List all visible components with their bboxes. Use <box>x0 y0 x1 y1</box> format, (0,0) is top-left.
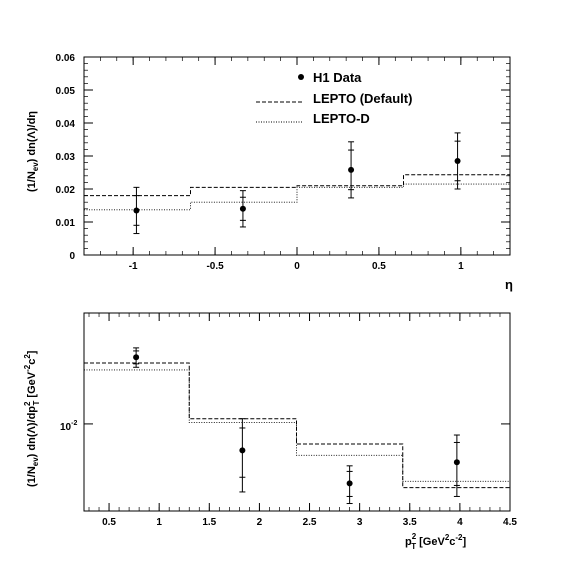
x-axis-label: p2 T [GeV2c-2] <box>405 532 467 551</box>
x-tick-label: 4 <box>457 517 463 528</box>
legend: H1 Data LEPTO (Default) LEPTO-D <box>256 70 412 126</box>
y-axis-label: (1/Nev) dn(Λ)/dη <box>26 111 40 192</box>
legend-marker-h1-data <box>298 74 304 80</box>
legend-label-lepto-default: LEPTO (Default) <box>313 91 412 106</box>
lepto-default-histogram <box>84 174 510 197</box>
axis-ticks <box>83 56 511 256</box>
axis-ticks <box>84 313 511 511</box>
tick-labels: 0.5 1 1.5 2 2.5 3 3.5 4 4.5 <box>102 517 517 528</box>
pt2-distribution-panel: 0.5 1 1.5 2 2.5 3 3.5 4 4.5 10-2 p2 T [GeV2c-2] (… <box>23 312 517 551</box>
y-tick-label: 0.02 <box>56 185 76 196</box>
x-tick-label: 1 <box>156 517 162 528</box>
x-tick-label: -0.5 <box>206 261 224 272</box>
h1-data-points <box>133 132 461 235</box>
x-tick-label: -1 <box>129 261 138 272</box>
legend-label-h1-data: H1 Data <box>313 70 362 85</box>
x-tick-label: 1.5 <box>202 517 216 528</box>
y-tick-label: 0.01 <box>56 218 76 229</box>
data-point <box>239 447 246 454</box>
plot-frame <box>83 312 511 512</box>
h1-data-points <box>133 347 460 505</box>
data-point <box>346 480 353 487</box>
plot-frame <box>83 56 511 256</box>
data-point <box>454 157 461 164</box>
x-tick-label: 0.5 <box>372 261 386 272</box>
lepto-d-histogram <box>84 369 510 482</box>
x-tick-label: 1 <box>458 261 464 272</box>
data-point <box>239 205 246 212</box>
x-tick-label: 3 <box>357 517 363 528</box>
eta-distribution-panel: -1 -0.5 0 0.5 1 0 0.01 0.02 0.03 0.04 0.05 0.06 H1 … <box>26 53 513 292</box>
x-tick-label: 2 <box>257 517 263 528</box>
data-point <box>348 166 355 173</box>
x-axis-label: η <box>505 277 513 292</box>
legend-label-lepto-d: LEPTO-D <box>313 111 370 126</box>
tick-labels: -1 -0.5 0 0.5 1 0 0.01 0.02 0.03 0.04 0.05 0.06 <box>56 53 465 272</box>
lepto-d-histogram <box>84 183 510 211</box>
lepto-default-histogram <box>84 362 510 489</box>
y-tick-label: 0.04 <box>56 119 76 130</box>
y-tick-label: 0.03 <box>56 152 76 163</box>
y-tick-label: 0.05 <box>56 86 76 97</box>
y-tick-label: 0 <box>69 251 75 262</box>
y-tick-label: 0.06 <box>56 53 76 64</box>
data-point <box>133 207 140 214</box>
y-tick-label-1e-2: 10-2 <box>60 420 77 433</box>
y-axis-label: (1/Nev) dn(Λ)/dp2T [GeV-2c2] <box>23 350 41 487</box>
data-point <box>453 459 460 466</box>
x-tick-label: 2.5 <box>303 517 317 528</box>
x-tick-label: 3.5 <box>403 517 417 528</box>
data-point <box>133 354 140 361</box>
x-tick-label: 0.5 <box>102 517 116 528</box>
x-tick-label: 4.5 <box>503 517 517 528</box>
x-tick-label: 0 <box>294 261 300 272</box>
